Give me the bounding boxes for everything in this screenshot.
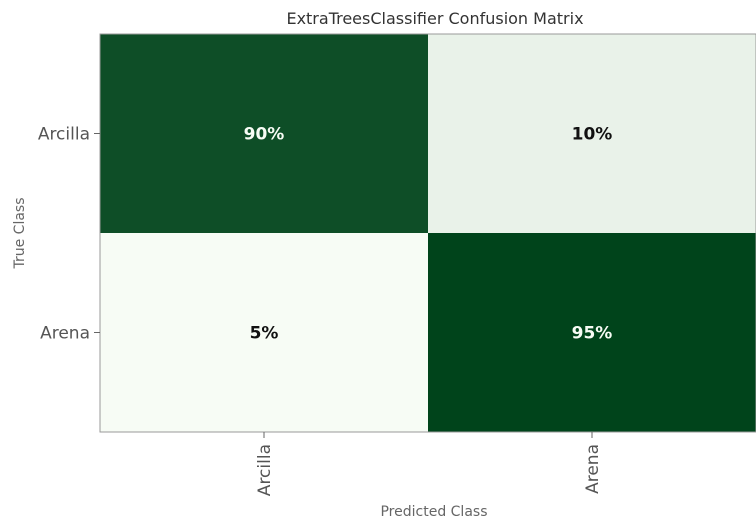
x-tick-label: Arena (583, 444, 603, 494)
heatmap-cell (100, 233, 428, 432)
cell-value-label: 5% (250, 324, 279, 344)
x-tick-label: Arcilla (255, 444, 275, 496)
heatmap-cell (428, 233, 756, 432)
heatmap-cell (428, 34, 756, 233)
y-axis-label: True Class (12, 197, 28, 269)
chart-title: ExtraTreesClassifier Confusion Matrix (286, 9, 583, 28)
x-axis-label: Predicted Class (380, 504, 487, 520)
cell-value-label: 10% (572, 125, 613, 145)
y-tick-label: Arena (40, 324, 90, 344)
heatmap-cells: 90% 10% 5% 95% (100, 34, 756, 432)
cell-value-label: 95% (572, 324, 613, 344)
heatmap-cell (100, 34, 428, 233)
plot-frame (99, 33, 756, 433)
x-axis-ticks: Arcilla Arena (255, 432, 603, 496)
y-axis-ticks: Arcilla Arena (38, 125, 100, 344)
cell-value-label: 90% (244, 125, 285, 145)
y-tick-label: Arcilla (38, 125, 90, 145)
